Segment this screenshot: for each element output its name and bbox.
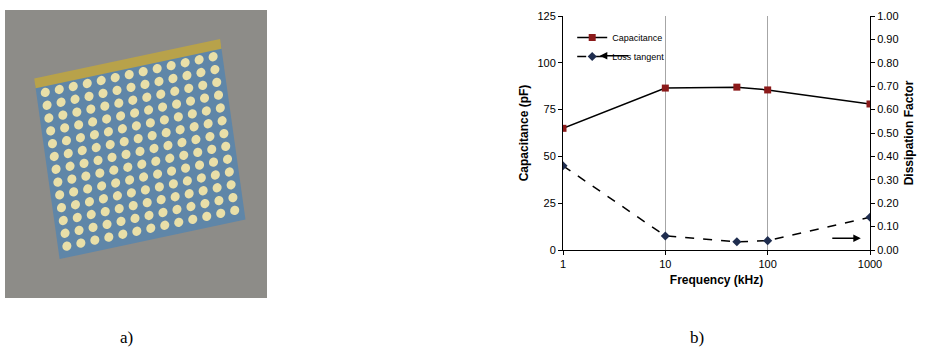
html-text:b): b) bbox=[690, 328, 705, 347]
svg-text:100: 100 bbox=[758, 258, 776, 270]
svg-text:Loss tangent: Loss tangent bbox=[612, 52, 664, 62]
svg-text:Dissipation Factor: Dissipation Factor bbox=[902, 80, 916, 185]
html-text:a): a) bbox=[120, 328, 134, 347]
svg-text:100: 100 bbox=[537, 57, 555, 69]
svg-text:0: 0 bbox=[550, 244, 556, 256]
svg-text:Capacitance: Capacitance bbox=[612, 33, 662, 43]
svg-text:25: 25 bbox=[544, 197, 556, 209]
svg-text:0.50: 0.50 bbox=[877, 127, 898, 139]
svg-text:125: 125 bbox=[537, 10, 555, 22]
svg-text:0.90: 0.90 bbox=[877, 33, 898, 45]
svg-text:10: 10 bbox=[659, 258, 671, 270]
svg-text:1000: 1000 bbox=[858, 258, 882, 270]
svg-text:0.40: 0.40 bbox=[877, 150, 898, 162]
svg-text:0.30: 0.30 bbox=[877, 174, 898, 186]
svg-text:50: 50 bbox=[544, 150, 556, 162]
svg-text:75: 75 bbox=[544, 103, 556, 115]
svg-text:0.60: 0.60 bbox=[877, 103, 898, 115]
svg-text:Frequency (kHz): Frequency (kHz) bbox=[670, 273, 763, 287]
svg-text:Capacitance (pF): Capacitance (pF) bbox=[517, 85, 531, 182]
svg-text:0.70: 0.70 bbox=[877, 80, 898, 92]
svg-text:1: 1 bbox=[560, 258, 566, 270]
svg-text:0.00: 0.00 bbox=[877, 244, 898, 256]
svg-text:1.00: 1.00 bbox=[877, 10, 898, 22]
svg-text:0.10: 0.10 bbox=[877, 220, 898, 232]
svg-text:0.80: 0.80 bbox=[877, 57, 898, 69]
svg-text:0.20: 0.20 bbox=[877, 197, 898, 209]
